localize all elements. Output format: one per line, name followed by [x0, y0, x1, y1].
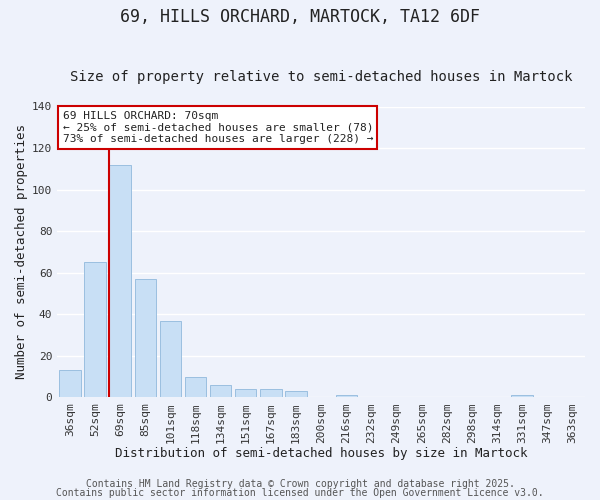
Bar [260, 389, 281, 398]
Bar [59, 370, 80, 398]
Text: Contains HM Land Registry data © Crown copyright and database right 2025.: Contains HM Land Registry data © Crown c… [86, 479, 514, 489]
Text: Contains public sector information licensed under the Open Government Licence v3: Contains public sector information licen… [56, 488, 544, 498]
Title: Size of property relative to semi-detached houses in Martock: Size of property relative to semi-detach… [70, 70, 572, 85]
Bar [185, 376, 206, 398]
Bar [210, 385, 232, 398]
Text: 69, HILLS ORCHARD, MARTOCK, TA12 6DF: 69, HILLS ORCHARD, MARTOCK, TA12 6DF [120, 8, 480, 26]
Bar [335, 396, 357, 398]
Bar [109, 164, 131, 398]
Bar [286, 391, 307, 398]
Text: 69 HILLS ORCHARD: 70sqm
← 25% of semi-detached houses are smaller (78)
73% of se: 69 HILLS ORCHARD: 70sqm ← 25% of semi-de… [62, 111, 373, 144]
Y-axis label: Number of semi-detached properties: Number of semi-detached properties [15, 124, 28, 380]
Bar [134, 279, 156, 398]
Bar [84, 262, 106, 398]
Bar [511, 396, 533, 398]
Bar [160, 320, 181, 398]
Bar [235, 389, 256, 398]
X-axis label: Distribution of semi-detached houses by size in Martock: Distribution of semi-detached houses by … [115, 447, 527, 460]
